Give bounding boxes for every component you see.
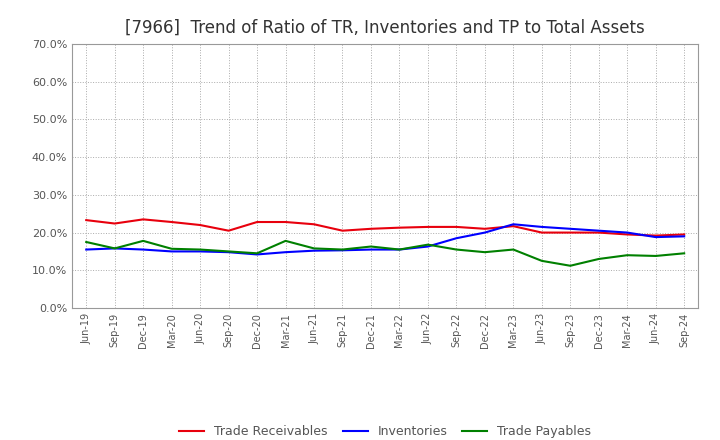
Legend: Trade Receivables, Inventories, Trade Payables: Trade Receivables, Inventories, Trade Pa… <box>179 425 591 438</box>
Inventories <box>652 235 660 240</box>
Trade Payables <box>110 246 119 251</box>
Inventories <box>225 249 233 255</box>
Trade Receivables <box>338 228 347 233</box>
Inventories <box>595 228 603 233</box>
Trade Receivables <box>167 220 176 225</box>
Trade Receivables <box>595 230 603 235</box>
Trade Receivables <box>566 230 575 235</box>
Trade Payables <box>310 246 318 251</box>
Trade Payables <box>652 253 660 259</box>
Trade Payables <box>509 247 518 252</box>
Trade Payables <box>623 253 631 258</box>
Trade Payables <box>395 247 404 252</box>
Inventories <box>480 230 489 235</box>
Trade Receivables <box>139 217 148 222</box>
Inventories <box>566 226 575 231</box>
Inventories <box>452 235 461 241</box>
Trade Payables <box>282 238 290 243</box>
Trade Payables <box>82 239 91 245</box>
Inventories <box>366 247 375 252</box>
Trade Payables <box>537 258 546 264</box>
Trade Receivables <box>623 232 631 237</box>
Trade Receivables <box>225 228 233 233</box>
Inventories <box>509 222 518 227</box>
Inventories <box>110 246 119 251</box>
Trade Receivables <box>82 217 91 223</box>
Trade Receivables <box>395 225 404 230</box>
Inventories <box>395 247 404 252</box>
Trade Receivables <box>253 220 261 225</box>
Trade Receivables <box>423 224 432 230</box>
Line: Inventories: Inventories <box>86 224 684 254</box>
Trade Payables <box>366 244 375 249</box>
Line: Trade Receivables: Trade Receivables <box>86 220 684 235</box>
Line: Trade Payables: Trade Payables <box>86 241 684 266</box>
Trade Payables <box>452 247 461 252</box>
Inventories <box>537 224 546 230</box>
Trade Receivables <box>196 222 204 227</box>
Trade Payables <box>338 247 347 252</box>
Trade Receivables <box>310 222 318 227</box>
Title: [7966]  Trend of Ratio of TR, Inventories and TP to Total Assets: [7966] Trend of Ratio of TR, Inventories… <box>125 19 645 37</box>
Inventories <box>680 234 688 239</box>
Trade Receivables <box>652 233 660 238</box>
Trade Payables <box>595 257 603 262</box>
Inventories <box>196 249 204 254</box>
Trade Receivables <box>480 226 489 231</box>
Inventories <box>282 249 290 255</box>
Trade Payables <box>480 249 489 255</box>
Trade Receivables <box>680 232 688 237</box>
Trade Payables <box>680 251 688 256</box>
Inventories <box>310 248 318 253</box>
Trade Payables <box>167 246 176 251</box>
Trade Receivables <box>110 221 119 226</box>
Trade Receivables <box>282 220 290 225</box>
Inventories <box>139 247 148 252</box>
Trade Payables <box>423 242 432 247</box>
Trade Payables <box>566 263 575 268</box>
Inventories <box>82 247 91 252</box>
Trade Receivables <box>366 226 375 231</box>
Inventories <box>623 230 631 235</box>
Trade Payables <box>253 251 261 256</box>
Trade Payables <box>225 249 233 254</box>
Inventories <box>253 252 261 257</box>
Inventories <box>167 249 176 254</box>
Trade Receivables <box>452 224 461 230</box>
Trade Payables <box>196 247 204 252</box>
Trade Receivables <box>509 224 518 229</box>
Trade Payables <box>139 238 148 243</box>
Inventories <box>338 248 347 253</box>
Trade Receivables <box>537 230 546 235</box>
Inventories <box>423 244 432 249</box>
